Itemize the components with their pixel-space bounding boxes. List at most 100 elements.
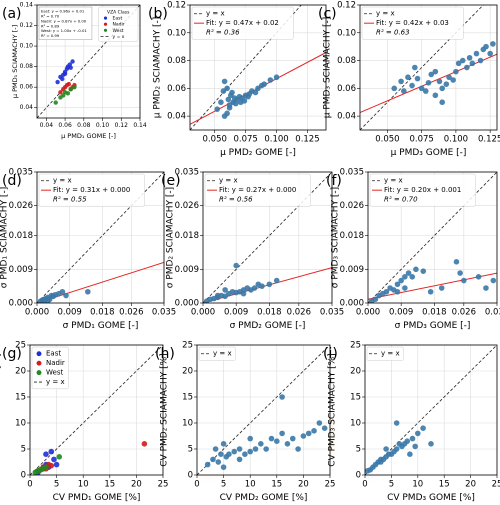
data-point	[466, 54, 473, 61]
legend-label: y = x	[384, 177, 403, 185]
x-tick-label: 25	[325, 480, 336, 490]
diagonal-line	[368, 172, 497, 303]
x-tick-label: 0.009	[389, 308, 413, 318]
x-tick-label: 0.000	[356, 308, 380, 318]
data-point	[240, 290, 247, 297]
x-tick-label: 0.100	[444, 135, 468, 145]
data-point	[420, 425, 426, 432]
data-point	[43, 451, 49, 458]
data-point	[214, 292, 221, 299]
data-point	[247, 435, 253, 442]
plot-frame	[364, 344, 498, 476]
legend-label: Fit: y = 0.20x + 0.001	[384, 186, 461, 194]
y-tick-label: 10	[15, 419, 26, 429]
legend-label: West	[113, 28, 124, 34]
legend-label: Fit: y = 0.47x + 0.02	[206, 19, 279, 27]
x-tick-label: 0.026	[287, 308, 311, 318]
y-tick-label: 5	[188, 445, 193, 455]
legend-label: Nadir	[113, 22, 125, 28]
data-point	[242, 451, 248, 458]
y-tick-label: 0.018	[175, 231, 199, 241]
data-point	[68, 65, 73, 70]
data-point	[53, 100, 58, 105]
legend-label: y = x	[213, 350, 232, 358]
data-point	[321, 425, 328, 432]
data-point	[443, 81, 450, 87]
annotation: East: y = 0.96x + 0.01	[41, 8, 85, 13]
panel: 0.050 0.075 0.100 0.125 0.04 0.06 0.08 0.10 0.12…	[148, 1, 327, 158]
x-tick-label: 0.035	[152, 308, 176, 318]
x-tick-label: 0.125	[295, 135, 319, 145]
data-point	[224, 85, 230, 92]
legend-box	[31, 346, 69, 390]
data-point	[455, 60, 462, 67]
data-point	[62, 71, 68, 77]
panel-label: (c)	[318, 6, 337, 22]
data-point	[483, 285, 489, 291]
data-point	[284, 441, 291, 447]
data-point	[413, 266, 419, 273]
data-point	[268, 435, 275, 442]
data-point	[490, 41, 496, 47]
data-point	[372, 296, 379, 303]
data-point	[378, 456, 384, 463]
y-tick-label: 0.06	[167, 84, 186, 94]
y-tick-label: 0.10	[337, 28, 356, 38]
data-point	[457, 270, 463, 276]
data-point	[252, 89, 259, 96]
data-point	[229, 89, 235, 96]
data-point	[226, 451, 232, 458]
x-tick-label: 15	[439, 480, 450, 490]
data-point	[418, 85, 425, 92]
legend-box	[191, 6, 294, 40]
plot-content	[197, 345, 330, 475]
x-axis-label: σ PMD₁ GOME [-]	[63, 321, 139, 331]
data-point	[212, 446, 219, 452]
data-point	[252, 446, 259, 452]
panel: 0.000 0.009 0.018 0.026 0.035 0.000 0.009 0.018…	[326, 168, 500, 331]
data-point	[409, 82, 415, 89]
data-point	[261, 81, 267, 87]
plot-frame	[202, 171, 333, 304]
y-tick-label: 0.009	[9, 265, 33, 275]
x-axis-label: μ PMD₂ GOME [-]	[220, 148, 296, 158]
y-tick-label: 0	[188, 471, 193, 481]
data-point	[450, 77, 456, 83]
data-point	[475, 274, 482, 280]
data-point	[428, 71, 435, 78]
x-tick-label: 15	[271, 480, 282, 490]
y-axis-label: σ PMD₃ SCIAMACHY [-]	[331, 187, 341, 288]
x-tick-label: 20	[298, 480, 309, 490]
data-point	[85, 288, 91, 295]
data-point	[414, 75, 421, 82]
x-tick-label: 25	[492, 480, 500, 490]
data-point	[398, 277, 404, 284]
data-point	[226, 104, 233, 111]
data-point	[266, 281, 273, 288]
legend-label: y = x	[113, 35, 125, 40]
x-tick-label: 0.14	[133, 122, 147, 129]
panel-label: (e)	[161, 173, 181, 189]
x-tick-label: 20	[465, 480, 476, 490]
y-tick-label: 0.000	[175, 299, 199, 309]
data-point	[65, 91, 71, 96]
data-point	[41, 299, 48, 303]
x-axis-label: CV PMD₃ GOME [%]	[387, 493, 475, 503]
x-tick-label: 0.000	[25, 308, 49, 318]
data-point	[295, 446, 301, 452]
data-point	[215, 459, 222, 465]
legend-marker	[36, 351, 42, 357]
data-point	[412, 443, 418, 450]
data-point	[58, 90, 63, 95]
y-tick-label: 0.026	[9, 201, 33, 211]
y-tick-label: 0.009	[175, 265, 199, 275]
data-point	[409, 435, 416, 442]
data-point	[267, 77, 274, 83]
y-tick-label: 0.04	[20, 104, 34, 111]
x-tick-label: 15	[104, 480, 115, 490]
y-tick-label: 0.018	[9, 231, 33, 241]
fit-line	[368, 272, 497, 300]
legend-label: y = x	[381, 350, 400, 358]
data-point	[428, 441, 434, 447]
plot-frame	[36, 4, 141, 119]
